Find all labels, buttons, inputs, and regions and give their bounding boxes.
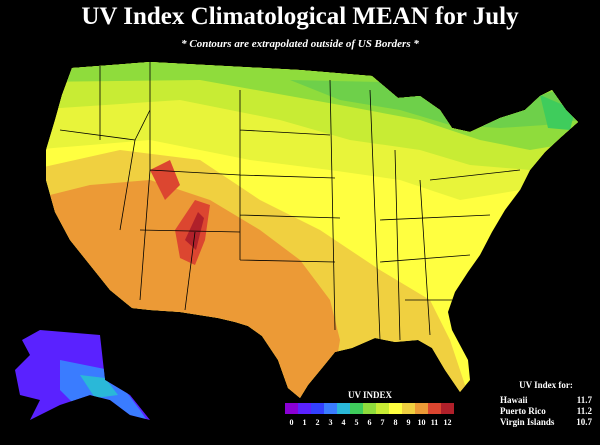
legend-swatch — [285, 403, 298, 414]
uv-table: UV Index for: Hawaii 11.7 Puerto Rico 11.2 V… — [500, 380, 593, 427]
legend-label: 4 — [342, 418, 346, 427]
legend-label: 9 — [407, 418, 411, 427]
location-value: 11.2 — [577, 406, 593, 416]
legend-label: 6 — [368, 418, 372, 427]
legend-swatch — [350, 403, 363, 414]
legend-label: 3 — [329, 418, 333, 427]
table-title: UV Index for: — [519, 380, 573, 390]
location-name: Virgin Islands — [500, 417, 555, 427]
legend-label: 10 — [418, 418, 426, 427]
legend-swatch — [428, 403, 441, 414]
location-value: 11.7 — [577, 395, 593, 405]
legend-title: UV INDEX — [348, 390, 393, 400]
location-name: Hawaii — [500, 395, 528, 405]
legend-swatch — [441, 403, 454, 414]
legend-label: 2 — [316, 418, 320, 427]
legend-swatch — [376, 403, 389, 414]
legend-label: 12 — [444, 418, 452, 427]
legend-swatch — [415, 403, 428, 414]
legend-label: 0 — [290, 418, 294, 427]
legend-label: 11 — [431, 418, 439, 427]
legend-label: 8 — [394, 418, 398, 427]
legend-swatch — [311, 403, 324, 414]
legend-label: 7 — [381, 418, 385, 427]
legend-swatch — [402, 403, 415, 414]
legend: UV INDEX 0 1 2 3 4 5 6 7 8 9 10 11 12 — [285, 390, 454, 427]
legend-label: 1 — [303, 418, 307, 427]
legend-swatch — [298, 403, 311, 414]
legend-swatch — [363, 403, 376, 414]
map-subtitle: * Contours are extrapolated outside of U… — [181, 38, 419, 50]
location-value: 10.7 — [576, 417, 592, 427]
legend-swatch — [389, 403, 402, 414]
map-title: UV Index Climatological MEAN for July — [81, 3, 519, 30]
legend-swatch — [324, 403, 337, 414]
location-name: Puerto Rico — [500, 406, 546, 416]
legend-label: 5 — [355, 418, 359, 427]
legend-swatch — [337, 403, 350, 414]
